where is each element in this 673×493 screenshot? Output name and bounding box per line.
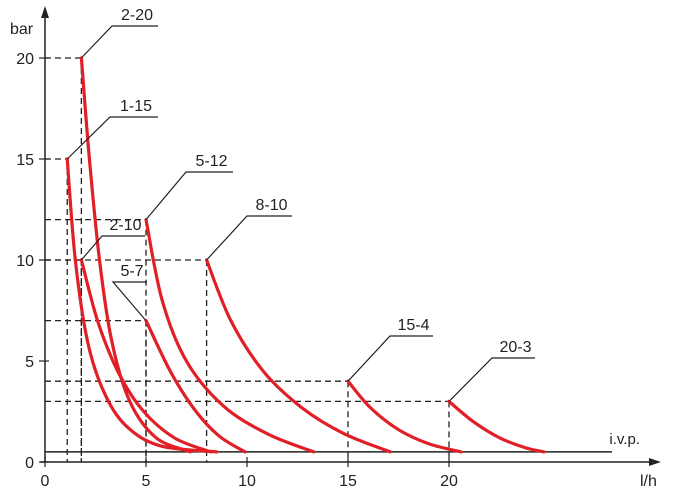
curve-5-7 <box>144 319 247 454</box>
callout-leader <box>347 335 433 382</box>
x-axis-unit: l/h <box>640 473 657 490</box>
x-tick-label: 0 <box>41 473 50 490</box>
y-tick-label: 15 <box>16 152 34 169</box>
tick-group: 0 5 10 15 20 0 5 10 15 20 <box>16 51 458 490</box>
guide-lines <box>45 57 450 462</box>
x-tick-label: 5 <box>142 473 151 490</box>
curve-8-10 <box>205 258 392 454</box>
y-axis-unit: bar <box>10 21 34 38</box>
x-tick-label: 15 <box>339 473 357 490</box>
callout-leader <box>66 116 158 160</box>
y-tick-label: 10 <box>16 253 34 270</box>
y-tick-label: 5 <box>25 354 34 371</box>
x-tick-label: 20 <box>440 473 458 490</box>
callout-leader <box>206 215 292 261</box>
curve-label-5-7: 5-7 <box>120 263 143 280</box>
x-axis-arrow <box>649 458 661 466</box>
y-tick-label: 20 <box>16 51 34 68</box>
curve-15-4 <box>346 379 463 454</box>
curve-label-20-3: 20-3 <box>499 339 531 356</box>
curve-label-2-10: 2-10 <box>109 217 141 234</box>
callout-leader <box>80 235 145 261</box>
callout-leader <box>80 25 158 59</box>
curve-2-20 <box>79 56 192 454</box>
y-axis-arrow <box>41 6 49 18</box>
callout-leader <box>145 171 233 220</box>
callout-leader <box>111 281 147 321</box>
callout-leader <box>448 357 535 402</box>
curve-label-15-4: 15-4 <box>397 317 429 334</box>
callout-group: 2-20 1-15 2-10 5-7 5-12 8-10 15-4 20-3 <box>66 7 535 402</box>
curve-label-5-12: 5-12 <box>195 153 227 170</box>
curve-20-3 <box>447 399 546 454</box>
y-tick-label: 0 <box>25 455 34 472</box>
curve-2-10 <box>79 258 213 454</box>
curve-label-1-15: 1-15 <box>120 98 152 115</box>
curve-group <box>65 56 546 454</box>
curve-label-2-20: 2-20 <box>121 7 153 24</box>
ivp-label: i.v.p. <box>609 431 640 448</box>
x-tick-label: 10 <box>238 473 256 490</box>
curve-1-15 <box>65 157 219 454</box>
curve-label-8-10: 8-10 <box>255 197 287 214</box>
curve-5-12 <box>144 218 316 454</box>
